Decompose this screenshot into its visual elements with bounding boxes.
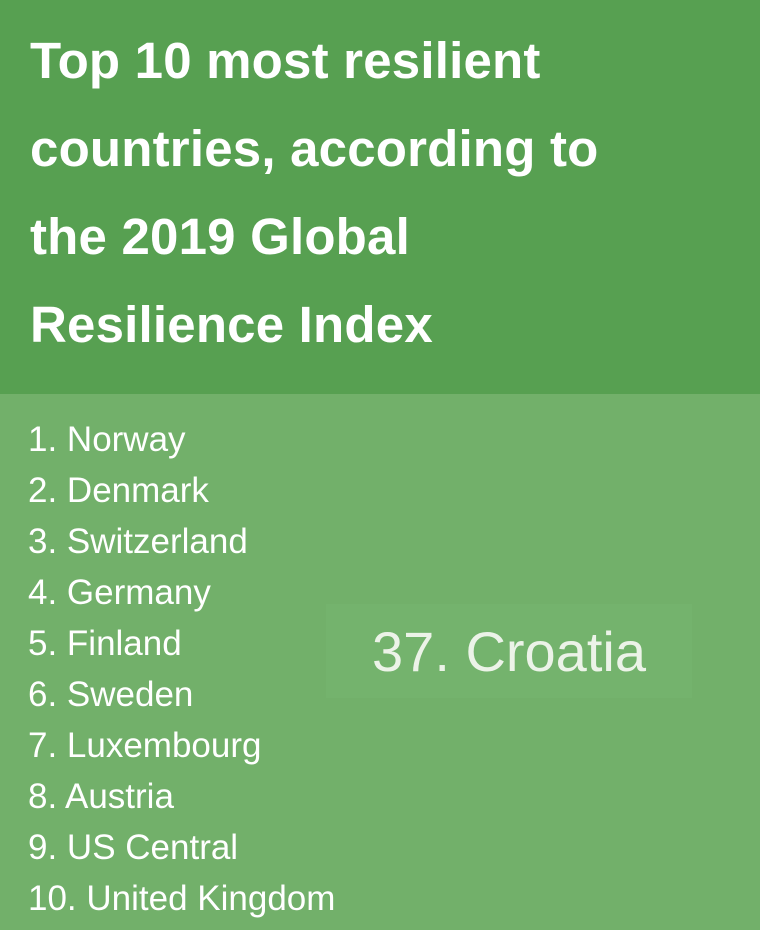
ranking-item: 7. Luxembourg	[28, 726, 262, 765]
ranking-item: 5. Finland	[28, 624, 182, 663]
ranking-item: 3. Switzerland	[28, 522, 248, 561]
ranking-item: 8. Austria	[28, 777, 174, 816]
ranking-list: 1. Norway 2. Denmark 3. Switzerland 4. G…	[28, 414, 335, 924]
croatia-ranking-highlight: 37. Croatia	[326, 604, 692, 698]
title-line: Resilience Index	[30, 296, 433, 353]
ranking-item: 4. Germany	[28, 573, 211, 612]
card-title: Top 10 most resilient countries, accordi…	[30, 17, 730, 369]
header-band: Top 10 most resilient countries, accordi…	[0, 0, 760, 394]
ranking-item: 2. Denmark	[28, 471, 209, 510]
ranking-item: 9. US Central	[28, 828, 239, 867]
title-line: Top 10 most resilient	[30, 32, 541, 89]
ranking-item: 10. United Kingdom	[28, 879, 336, 918]
title-line: countries, according to	[30, 120, 599, 177]
ranking-item: 1. Norway	[28, 420, 186, 459]
title-line: the 2019 Global	[30, 208, 410, 265]
ranking-item: 6. Sweden	[28, 675, 194, 714]
